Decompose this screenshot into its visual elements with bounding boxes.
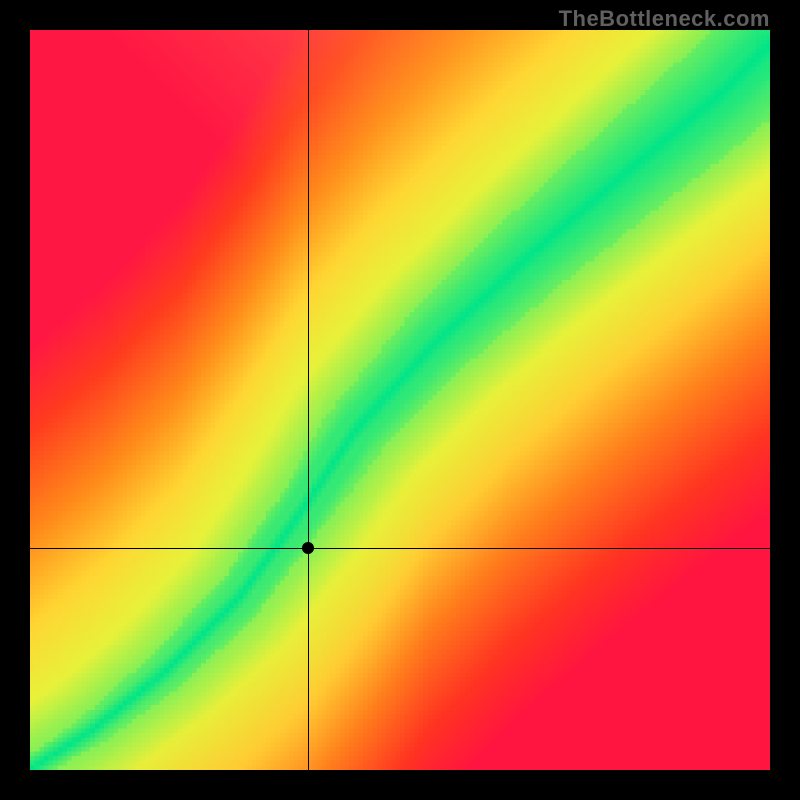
operating-point-marker: [302, 542, 314, 554]
crosshair-vertical: [308, 30, 309, 770]
bottleneck-heatmap: [30, 30, 770, 770]
crosshair-horizontal: [30, 548, 770, 549]
watermark-text: TheBottleneck.com: [559, 6, 770, 32]
